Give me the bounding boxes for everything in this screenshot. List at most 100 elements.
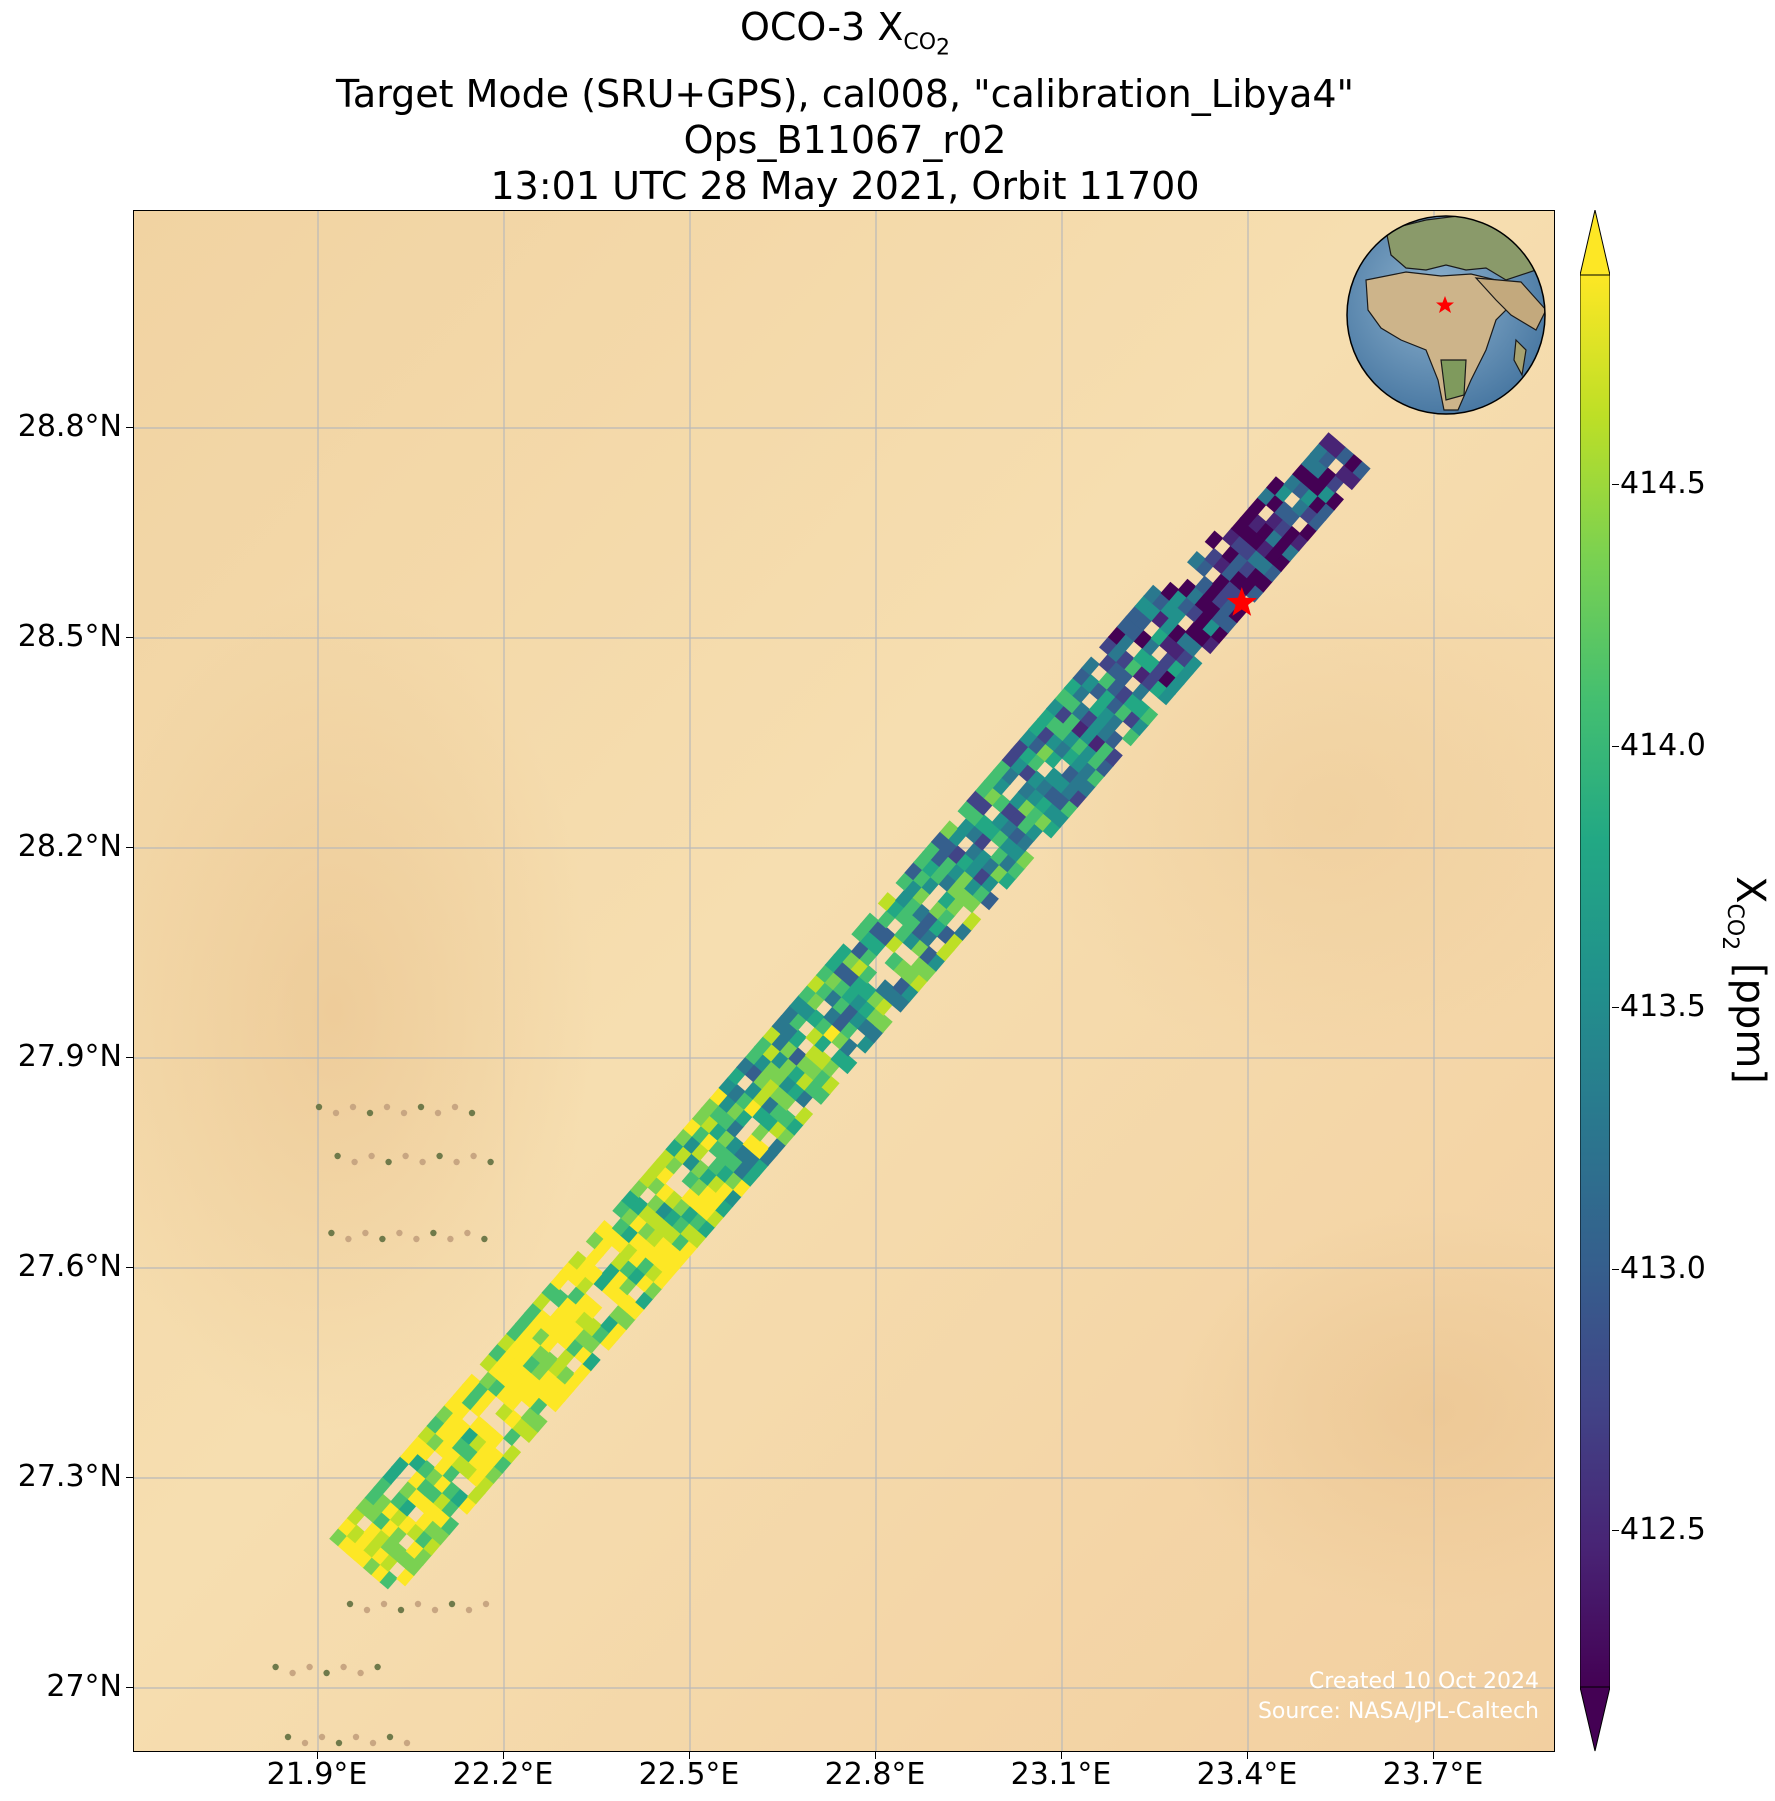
oasis-dot — [374, 1663, 381, 1671]
xco2-sounding — [416, 1459, 436, 1479]
xco2-sounding — [1131, 699, 1150, 719]
colorbar-tick-label: 414.0 — [1620, 727, 1706, 763]
oasis-dot — [403, 1739, 411, 1747]
title-line-1: OCO-3 XCO2 — [739, 5, 951, 60]
credit-created: Created 10 Oct 2024 — [1308, 1669, 1539, 1694]
oasis-dot — [414, 1600, 422, 1608]
oasis-dot — [357, 1669, 364, 1677]
xco2-sounding — [449, 1488, 469, 1508]
xco2-sounding — [582, 1352, 601, 1372]
lat-tick-label: 28.2°N — [17, 829, 122, 864]
oasis-dot — [289, 1669, 296, 1677]
colorbar-tick-label: 412.5 — [1620, 1512, 1706, 1548]
colorbar-tick-mark — [1612, 745, 1619, 747]
xco2-sounding — [725, 1136, 744, 1155]
oasis-dot — [385, 1158, 392, 1166]
xco2-sounding — [397, 1515, 417, 1535]
colorbar-tick-label: 413.5 — [1620, 989, 1706, 1025]
colorbar — [1580, 210, 1610, 1752]
oasis-dot — [301, 1739, 309, 1747]
oasis-dot — [417, 1103, 425, 1111]
xco2-sounding — [875, 979, 894, 999]
xco2-sounding — [777, 1109, 796, 1129]
oasis-dot — [366, 1109, 374, 1117]
xco2-sounding — [1167, 623, 1187, 643]
xco2-sounding — [1080, 673, 1100, 693]
globe-icon — [1346, 215, 1546, 415]
lon-tick-label: 22.8°E — [824, 1757, 926, 1792]
oasis-dot — [368, 1152, 375, 1160]
xco2-sounding — [575, 1292, 594, 1312]
lon-tick-label: 23.4°E — [1196, 1757, 1298, 1792]
title-line-2: Target Mode (SRU+GPS), cal008, "calibrat… — [335, 71, 1355, 116]
xco2-sounding — [1071, 701, 1090, 721]
xco2-sounding — [529, 1413, 548, 1433]
lat-tick-mark — [126, 847, 133, 848]
oasis-dot — [362, 1229, 369, 1237]
xco2-sounding — [618, 1293, 637, 1313]
xco2-sounding — [1273, 500, 1293, 520]
xco2-sounding — [726, 1083, 746, 1103]
xco2-sounding — [1104, 747, 1123, 767]
lat-tick-mark — [126, 1687, 133, 1688]
map-canvas — [134, 211, 1554, 1751]
xco2-sounding — [461, 1373, 481, 1393]
oasis-dot — [328, 1229, 335, 1237]
lat-tick-mark — [126, 1477, 133, 1478]
oasis-dot — [419, 1158, 426, 1166]
oasis-dot — [323, 1669, 330, 1677]
lat-tick-label: 28.8°N — [17, 409, 122, 444]
xco2-sounding — [440, 1516, 460, 1536]
lon-tick-mark — [875, 1752, 876, 1759]
oasis-dot — [369, 1739, 377, 1747]
xco2-sounding — [690, 1159, 709, 1179]
xco2-sounding — [947, 845, 967, 864]
oasis-dot — [334, 1152, 341, 1160]
lat-tick-label: 27.9°N — [17, 1039, 122, 1074]
xco2-sounding — [452, 1418, 471, 1438]
oasis-dot — [402, 1152, 409, 1160]
lon-tick-mark — [689, 1752, 690, 1759]
oasis-dot — [447, 1235, 454, 1243]
xco2-sounding — [441, 1481, 461, 1501]
oasis-dot — [318, 1733, 326, 1741]
xco2-sounding — [655, 1183, 675, 1203]
dune-shade — [1174, 1211, 1554, 1611]
colorbar-tick-mark — [1612, 1530, 1619, 1532]
xco2-sounding — [884, 951, 904, 971]
oasis-dot — [470, 1152, 477, 1160]
gridlines — [134, 211, 1554, 1751]
oasis-dot — [349, 1103, 357, 1111]
oasis-dot — [396, 1229, 403, 1237]
xco2-sounding — [806, 1009, 825, 1028]
xco2-sounding — [532, 1309, 551, 1329]
xco2-sounding — [991, 793, 1011, 813]
xco2-sounding — [469, 1415, 488, 1435]
map-panel[interactable]: Created 10 Oct 2024 Source: NASA/JPL-Cal… — [133, 210, 1555, 1752]
xco2-sounding — [1204, 547, 1223, 567]
xco2-sounding — [549, 1288, 569, 1308]
xco2-sounding — [477, 1422, 497, 1442]
xco2-sounding — [1281, 525, 1301, 545]
oasis-dot — [434, 1109, 442, 1117]
oasis-dot — [465, 1606, 473, 1614]
xco2-sounding — [1335, 446, 1354, 466]
xco2-sounding — [1081, 656, 1100, 676]
oasis-dot — [481, 1235, 488, 1243]
xco2-sounding — [1204, 530, 1224, 550]
xco2-sounding — [1104, 730, 1124, 750]
lon-tick-label: 21.9°E — [266, 1757, 368, 1792]
oasis-dot — [306, 1663, 313, 1671]
oasis-fields — [272, 1103, 494, 1747]
lat-tick-label: 27°N — [46, 1669, 122, 1704]
xco2-sounding — [556, 1365, 575, 1385]
xco2-sounding — [939, 820, 959, 840]
xco2-sounding — [1133, 629, 1152, 649]
oasis-dot — [352, 1733, 360, 1741]
lon-tick-label: 23.7°E — [1382, 1757, 1484, 1792]
oasis-dot — [451, 1103, 459, 1111]
lat-tick-mark — [126, 427, 133, 428]
xco2-sounding — [876, 927, 896, 946]
xco2-sounding — [962, 911, 982, 931]
oasis-dot — [487, 1158, 494, 1166]
